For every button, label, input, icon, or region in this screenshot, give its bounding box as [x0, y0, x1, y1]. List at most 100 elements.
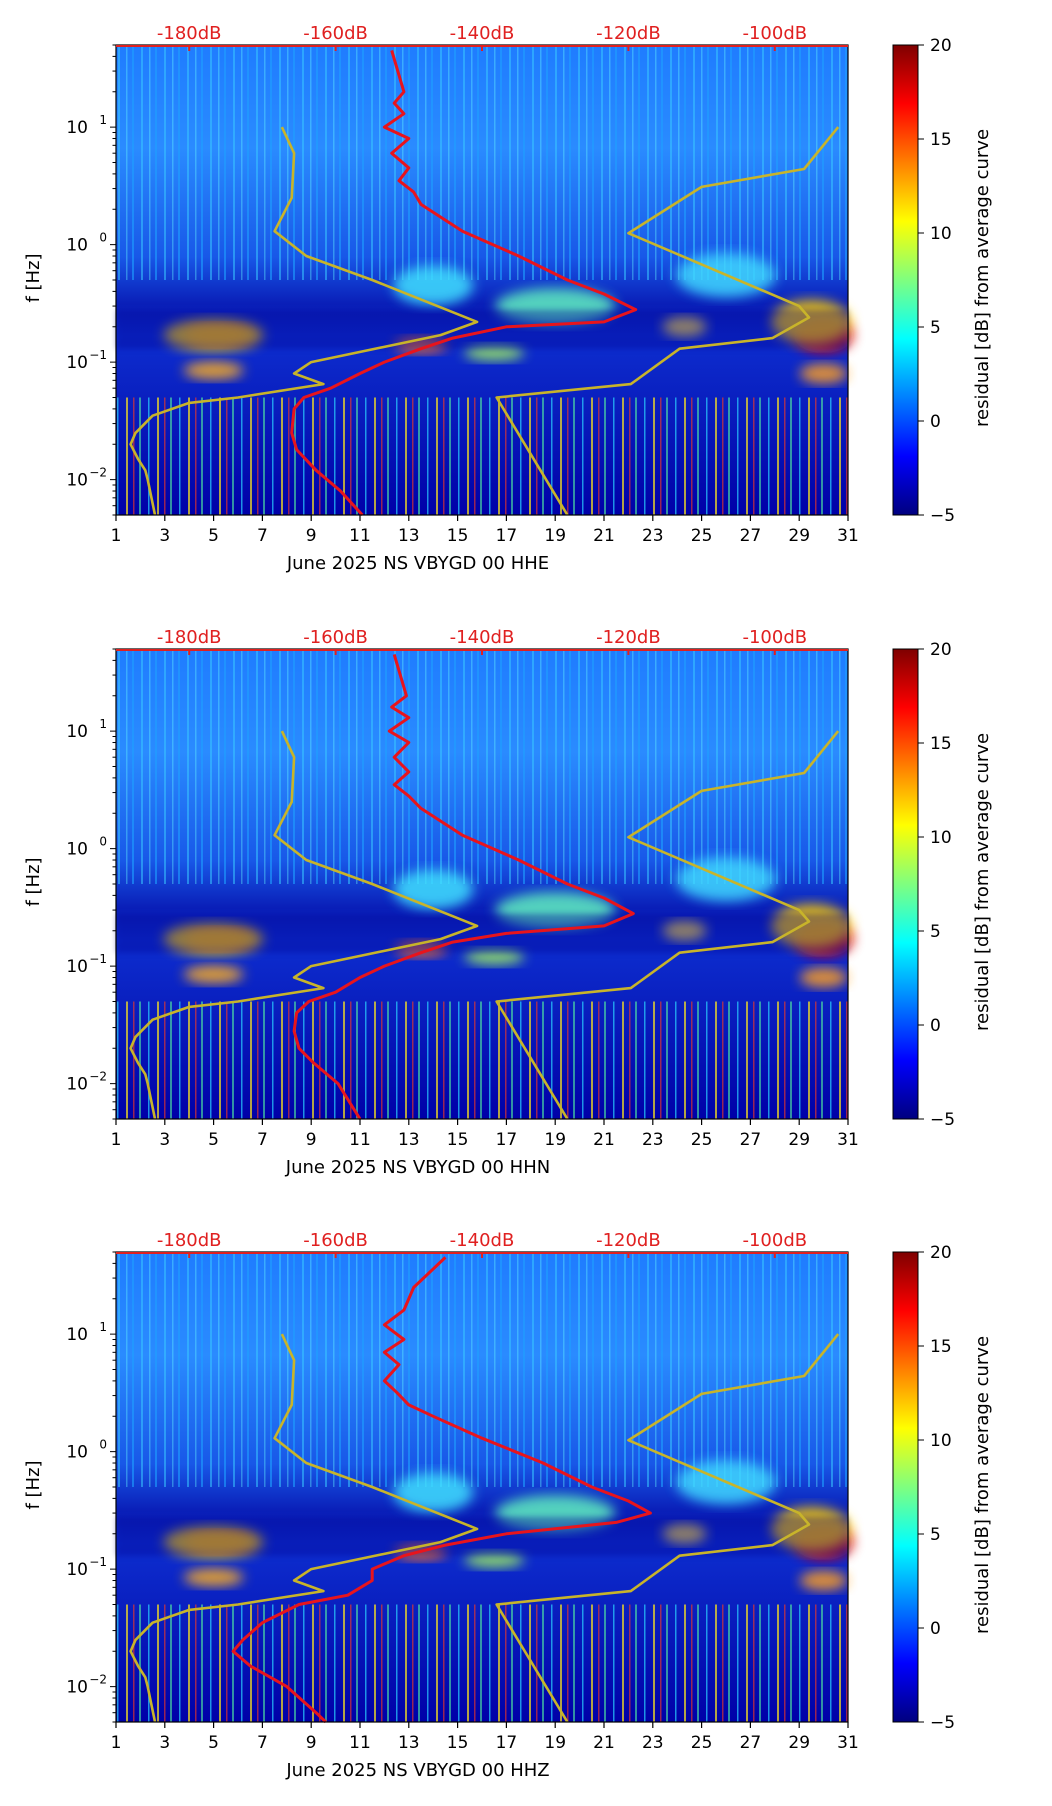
energy-blob: [393, 869, 474, 910]
y-tick-exponent: 1: [99, 717, 107, 731]
curve-layer: [129, 653, 840, 1120]
y-tick-label: 10: [66, 1560, 88, 1580]
x-tick-label: 15: [447, 526, 469, 546]
energy-blob: [183, 361, 244, 380]
energy-blob: [464, 948, 525, 965]
high-frequency-streaks: [116, 649, 848, 884]
y-tick-exponent: 1: [99, 1320, 107, 1334]
x-tick-label: 13: [398, 1733, 420, 1753]
colorbar-tick-label: 15: [930, 734, 952, 754]
db-tick-label: -180dB: [157, 1230, 222, 1251]
x-tick-label: 21: [593, 1733, 615, 1753]
x-tick-label: 7: [257, 526, 268, 546]
high-frequency-streaks: [116, 45, 848, 280]
x-tick-label: 31: [837, 526, 859, 546]
low-frequency-streaks: [116, 1604, 848, 1722]
x-tick-label: 11: [349, 1733, 371, 1753]
x-tick-label: 15: [447, 1733, 469, 1753]
spectrogram-image: [116, 649, 854, 1119]
x-tick-label: 11: [349, 1130, 371, 1150]
y-tick-label: 10: [66, 1443, 88, 1463]
spectrogram-image: [116, 45, 854, 515]
colorbar-tick-label: 0: [930, 1619, 941, 1639]
energy-blob: [183, 965, 244, 984]
x-tick-label: 17: [496, 1130, 518, 1150]
spectrogram-image: [116, 1252, 854, 1722]
x-tick-label: 29: [788, 526, 810, 546]
db-tick-label: -100dB: [742, 23, 807, 44]
x-tick-label: 5: [208, 1130, 219, 1150]
energy-blob: [464, 344, 525, 361]
x-tick-label: 11: [349, 526, 371, 546]
db-tick-label: -140dB: [450, 627, 515, 648]
x-tick-label: 9: [306, 1733, 317, 1753]
colorbar: 20 15 10 5 0 −5: [892, 640, 955, 1130]
y-tick-label: 10: [66, 353, 88, 373]
colorbar-tick-label: 20: [930, 640, 952, 660]
x-tick-label: 21: [593, 526, 615, 546]
curve-layer: [129, 1256, 840, 1724]
db-tick-label: -120dB: [596, 1230, 661, 1251]
model-curve-high: [495, 730, 840, 1120]
colorbar-label: residual [dB] from average curve: [972, 1336, 993, 1634]
x-tick-label: 9: [306, 526, 317, 546]
noise-curve: [292, 653, 635, 1120]
db-tick-label: -140dB: [450, 1230, 515, 1251]
x-tick-label: 1: [111, 1733, 122, 1753]
x-tick-label: 5: [208, 526, 219, 546]
x-axis-label: June 2025 NS VBYGD 00 HHZ: [285, 1760, 549, 1781]
colorbar: 20 15 10 5 0 −5: [892, 36, 955, 526]
db-tick-label: -160dB: [303, 23, 368, 44]
colorbar-gradient: [892, 1251, 919, 1723]
y-axis-label: f [Hz]: [23, 1460, 44, 1509]
noise-curve: [231, 1256, 652, 1724]
x-tick-label: 7: [257, 1733, 268, 1753]
db-tick-label: -180dB: [157, 23, 222, 44]
x-tick-label: 3: [159, 1733, 170, 1753]
curve-layer: [129, 49, 840, 517]
x-tick-label: 19: [544, 526, 566, 546]
y-tick-exponent: −1: [89, 348, 107, 362]
y-tick-exponent: 0: [99, 1438, 107, 1452]
db-tick-label: -100dB: [742, 627, 807, 648]
colorbar-tick-label: −5: [930, 1713, 955, 1733]
y-tick-label: 10: [66, 236, 88, 256]
y-tick-label: 10: [66, 1678, 88, 1698]
y-axis-label: f [Hz]: [23, 253, 44, 302]
colorbar-tick-label: −5: [930, 1110, 955, 1130]
db-tick-label: -100dB: [742, 1230, 807, 1251]
colorbar-tick-label: 10: [930, 1431, 952, 1451]
colorbar-tick-label: 5: [930, 1525, 941, 1545]
model-curve-low: [129, 126, 479, 516]
y-tick-exponent: −1: [89, 952, 107, 966]
y-tick-exponent: 1: [99, 113, 107, 127]
x-tick-label: 1: [111, 526, 122, 546]
colorbar-tick-label: 20: [930, 1243, 952, 1263]
colorbar-tick-label: −5: [930, 506, 955, 526]
y-tick-exponent: 0: [99, 231, 107, 245]
db-tick-label: -120dB: [596, 23, 661, 44]
energy-blob: [393, 1472, 474, 1513]
x-axis-label: June 2025 NS VBYGD 00 HHE: [286, 553, 549, 574]
model-curve-high: [495, 126, 840, 516]
y-tick-label: 10: [66, 722, 88, 742]
x-tick-label: 25: [691, 1130, 713, 1150]
model-curve-low: [129, 730, 479, 1120]
x-tick-label: 27: [740, 1130, 762, 1150]
x-tick-label: 27: [740, 1733, 762, 1753]
x-tick-label: 13: [398, 1130, 420, 1150]
x-tick-label: 29: [788, 1130, 810, 1150]
colorbar-gradient: [892, 44, 919, 516]
y-tick-exponent: −2: [89, 1070, 107, 1084]
colorbar-tick-label: 5: [930, 318, 941, 338]
x-tick-label: 17: [496, 526, 518, 546]
x-tick-label: 9: [306, 1130, 317, 1150]
db-tick-label: -160dB: [303, 627, 368, 648]
y-tick-label: 10: [66, 1075, 88, 1095]
colorbar-gradient: [892, 648, 919, 1120]
